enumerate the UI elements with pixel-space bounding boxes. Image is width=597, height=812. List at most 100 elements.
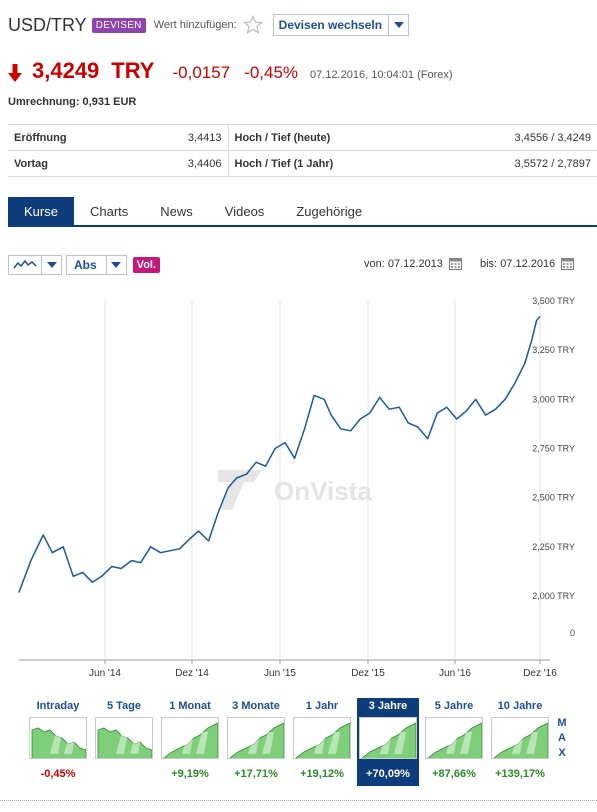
date-to: bis: 07.12.2016 — [480, 258, 575, 270]
volume-toggle[interactable]: Vol. — [132, 257, 161, 273]
period-thumb[interactable]: Intraday -0,45% — [27, 698, 89, 786]
data-point — [379, 396, 381, 398]
period-thumb[interactable]: 1 Jahr +19,12% — [291, 698, 353, 786]
data-point — [140, 561, 142, 564]
tab-charts[interactable]: Charts — [89, 204, 129, 219]
x-tick-label: Dez '14 — [175, 668, 209, 679]
period-thumb-change: -0,45% — [40, 768, 76, 780]
period-thumb-change: +19,12% — [300, 768, 344, 780]
calendar-icon[interactable] — [448, 258, 462, 270]
x-tick-label: Dez '16 — [523, 668, 557, 679]
data-point — [236, 477, 238, 479]
period-thumb-label: 3 Monate — [232, 700, 280, 712]
chevron-down-icon[interactable] — [41, 256, 61, 274]
data-point — [101, 575, 103, 577]
period-thumb-change: +17,71% — [234, 768, 278, 780]
data-point — [407, 422, 409, 424]
sparkline-icon — [29, 717, 87, 759]
data-point — [51, 552, 53, 554]
star-icon[interactable] — [242, 15, 263, 35]
data-point — [42, 534, 44, 536]
period-thumb-change: +70,09% — [366, 768, 410, 780]
data-point — [465, 410, 467, 412]
data-point — [524, 363, 526, 365]
price-chart[interactable]: OnVista Jun '14 Dez '14 Jun '15 Dez '15 Jun '… — [0, 282, 597, 690]
data-point — [350, 430, 352, 432]
data-point — [62, 546, 64, 548]
data-point — [535, 320, 538, 322]
absolute-change: -0,0157 — [172, 63, 231, 82]
date-from-label: von: — [364, 258, 385, 270]
date-to-value[interactable]: 07.12.2016 — [500, 258, 556, 270]
period-selector: Intraday -0,45% 5 Tage 1 Monat +9,19% 3 Monat… — [27, 698, 551, 786]
chart-toolbar: Abs Vol. — [8, 255, 161, 275]
chevron-down-icon[interactable] — [388, 15, 408, 35]
data-point — [150, 546, 152, 548]
data-point — [398, 406, 400, 408]
data-point — [179, 548, 181, 550]
tab-videos[interactable]: Videos — [224, 204, 265, 219]
stat-value: 3,4413 — [168, 124, 228, 151]
period-thumb-change: +139,17% — [495, 768, 545, 780]
data-point — [255, 461, 257, 463]
instrument-type-badge: DEVISEN — [91, 17, 146, 33]
data-point — [198, 530, 200, 532]
period-thumb-label: 5 Jahre — [434, 700, 474, 712]
quote-stats-table: Eröffnung 3,4413 Hoch / Tief (heute) 3,4… — [8, 124, 597, 177]
sparkline-icon — [491, 717, 549, 759]
last-price: 3,4249 — [32, 58, 100, 83]
data-point — [91, 581, 93, 583]
data-point — [30, 560, 32, 562]
tab-zugehoerige[interactable]: Zugehörige — [296, 204, 363, 219]
date-from-value[interactable]: 07.12.2013 — [387, 258, 443, 270]
data-point — [227, 487, 229, 489]
date-from: von: 07.12.2013 — [364, 258, 462, 270]
tab-news[interactable]: News — [160, 204, 193, 219]
switch-currency-dropdown[interactable]: Devisen wechseln — [272, 14, 410, 36]
data-point — [274, 447, 276, 450]
x-tick-label: Dez '15 — [351, 668, 385, 679]
scale-dropdown[interactable]: Abs — [66, 255, 127, 275]
data-point — [265, 465, 267, 467]
stat-label: Eröffnung — [8, 124, 168, 151]
tab-kurse[interactable]: Kurse — [8, 197, 74, 225]
period-thumb-label: 10 Jahre — [497, 700, 543, 712]
period-thumb[interactable]: 1 Monat +9,19% — [159, 698, 221, 786]
sparkline-icon — [161, 717, 219, 759]
period-thumb[interactable]: 10 Jahre +139,17% — [489, 698, 551, 786]
table-row: Eröffnung 3,4413 Hoch / Tief (heute) 3,4… — [8, 124, 597, 151]
data-point — [160, 552, 162, 554]
date-to-label: bis: — [480, 258, 498, 270]
y-tick-label: 2,250 TRY — [532, 542, 575, 552]
data-point — [495, 408, 497, 410]
data-point — [514, 383, 516, 385]
period-thumb-label: 3 Jahre — [368, 700, 408, 712]
data-point — [417, 426, 419, 428]
data-point — [18, 591, 20, 593]
table-row: Vortag 3,4406 Hoch / Tief (1 Jahr) 3,557… — [8, 150, 597, 177]
data-point — [323, 398, 325, 400]
conversion-info: Umrechnung: 0,931 EUR — [8, 96, 137, 108]
sparkline-icon — [359, 717, 417, 759]
x-tick-label: Jun '15 — [264, 668, 296, 679]
period-thumb[interactable]: 3 Jahre +70,09% — [357, 698, 419, 786]
data-point — [294, 457, 296, 459]
x-tick-label: Jun '16 — [439, 668, 471, 679]
period-thumb-label: Intraday — [36, 700, 80, 712]
sparkline-icon — [227, 717, 285, 759]
chart-type-dropdown[interactable] — [8, 255, 62, 275]
scale-label: Abs — [74, 258, 97, 272]
period-thumb[interactable]: 5 Jahre +87,66% — [423, 698, 485, 786]
period-thumb[interactable]: 5 Tage — [93, 698, 155, 786]
switch-currency-label: Devisen wechseln — [278, 18, 383, 32]
y-tick-label: 3,000 TRY — [532, 394, 575, 404]
period-thumb[interactable]: 3 Monate +17,71% — [225, 698, 287, 786]
chevron-down-icon[interactable] — [105, 256, 126, 274]
calendar-icon[interactable] — [561, 258, 575, 270]
stat-label: Hoch / Tief (1 Jahr) — [227, 150, 434, 177]
stat-value: 3,4406 — [168, 150, 228, 177]
stat-label: Hoch / Tief (heute) — [227, 124, 434, 151]
price-currency: TRY — [111, 58, 155, 83]
stat-value: 3,5572 / 2,7897 — [433, 150, 597, 177]
